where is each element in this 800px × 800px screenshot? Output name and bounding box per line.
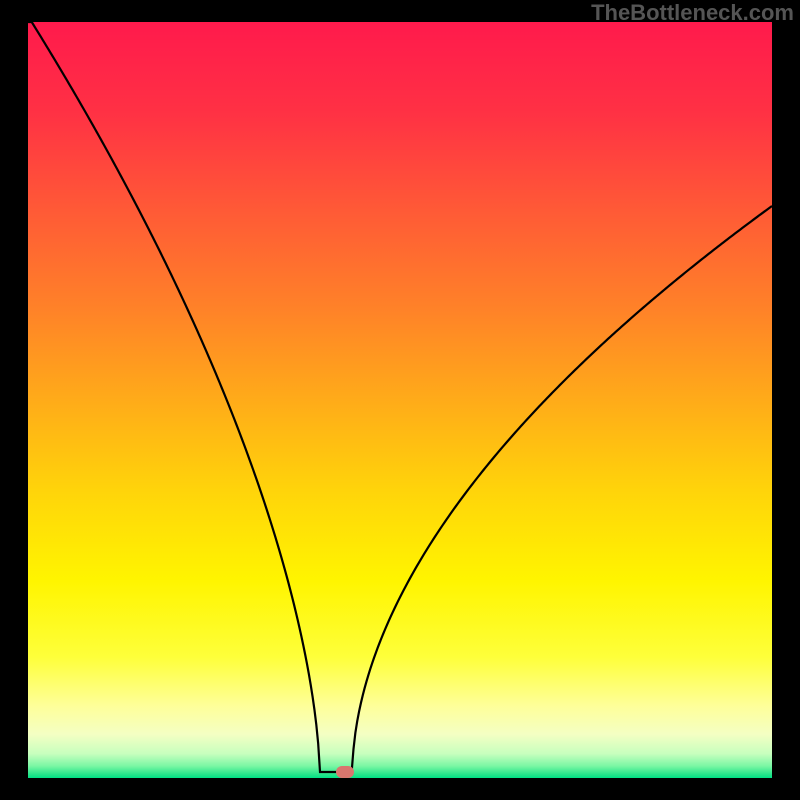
- bottleneck-chart: [0, 0, 800, 800]
- watermark-text: TheBottleneck.com: [591, 0, 794, 26]
- chart-container: TheBottleneck.com: [0, 0, 800, 800]
- plot-area: [28, 22, 772, 778]
- minimum-marker: [336, 766, 354, 778]
